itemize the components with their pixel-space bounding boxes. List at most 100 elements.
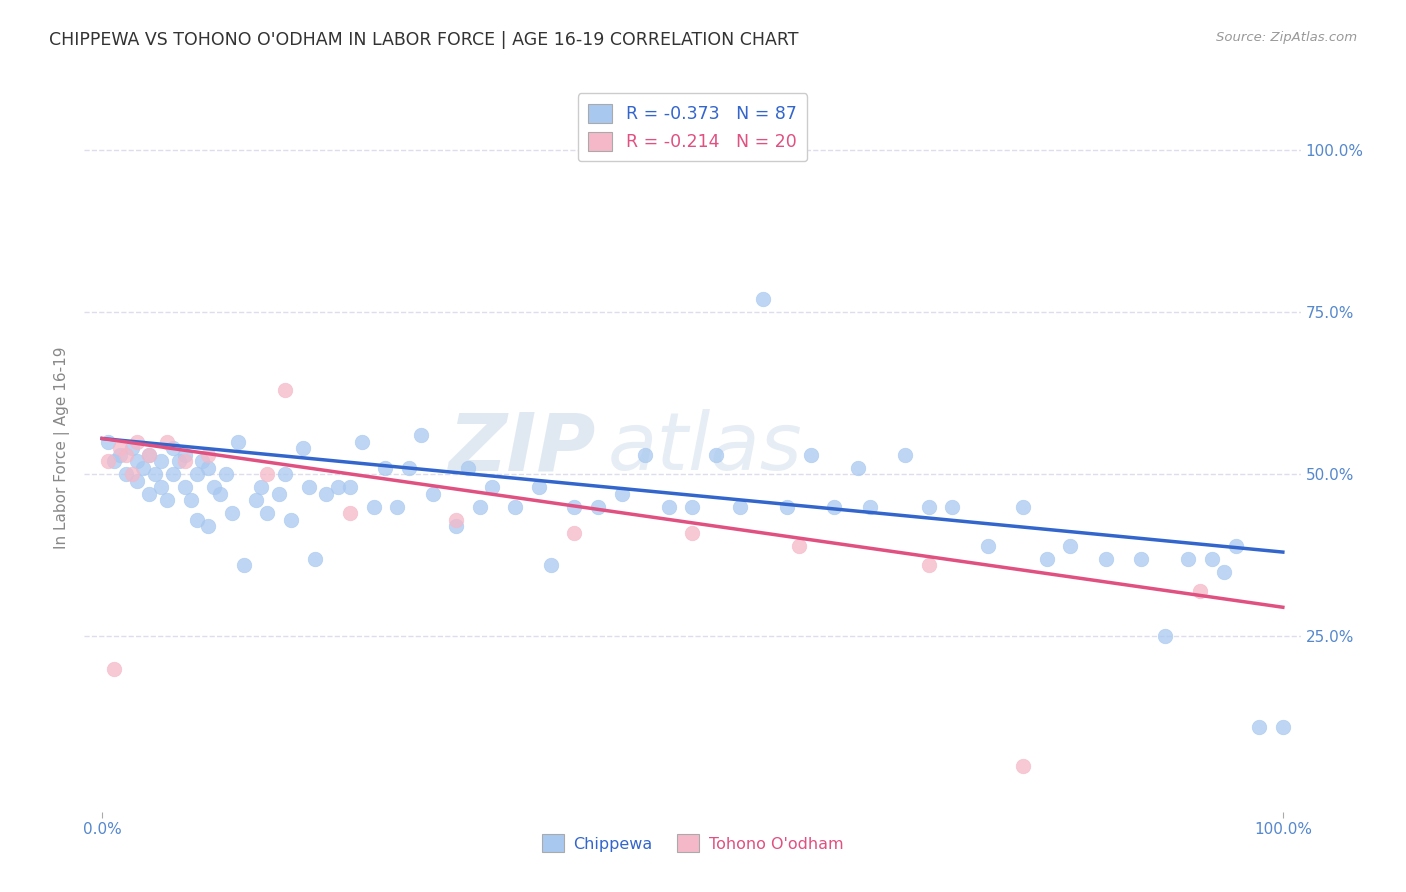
Chippewa <box>1271 720 1294 734</box>
Chippewa <box>132 460 155 475</box>
Tohono O'odham <box>121 467 143 482</box>
Tohono O'odham <box>446 513 468 527</box>
Chippewa <box>422 486 444 500</box>
Chippewa <box>304 551 326 566</box>
Chippewa <box>540 558 562 572</box>
Text: ZIP: ZIP <box>447 409 595 487</box>
Chippewa <box>776 500 799 514</box>
Chippewa <box>658 500 681 514</box>
Chippewa <box>457 460 479 475</box>
Chippewa <box>186 513 208 527</box>
Tohono O'odham <box>173 454 195 468</box>
Chippewa <box>728 500 751 514</box>
Chippewa <box>280 513 302 527</box>
Chippewa <box>121 442 143 455</box>
Chippewa <box>156 493 179 508</box>
Chippewa <box>127 454 149 468</box>
Chippewa <box>846 460 869 475</box>
Chippewa <box>167 454 190 468</box>
Text: atlas: atlas <box>607 409 801 487</box>
Chippewa <box>1249 720 1271 734</box>
Chippewa <box>350 434 373 449</box>
Chippewa <box>274 467 297 482</box>
Chippewa <box>197 519 219 533</box>
Chippewa <box>1094 551 1116 566</box>
Tohono O'odham <box>564 525 586 540</box>
Chippewa <box>505 500 527 514</box>
Chippewa <box>173 480 195 494</box>
Chippewa <box>610 486 633 500</box>
Chippewa <box>976 539 998 553</box>
Chippewa <box>387 500 409 514</box>
Tohono O'odham <box>103 662 125 676</box>
Chippewa <box>634 448 657 462</box>
Chippewa <box>232 558 254 572</box>
Chippewa <box>162 442 184 455</box>
Tohono O'odham <box>1012 759 1035 773</box>
Tohono O'odham <box>138 448 160 462</box>
Chippewa <box>564 500 586 514</box>
Chippewa <box>108 448 131 462</box>
Chippewa <box>799 448 821 462</box>
Chippewa <box>202 480 225 494</box>
Tohono O'odham <box>274 383 297 397</box>
Chippewa <box>138 448 160 462</box>
Chippewa <box>298 480 321 494</box>
Chippewa <box>1130 551 1153 566</box>
Legend: Chippewa, Tohono O'odham: Chippewa, Tohono O'odham <box>536 828 849 858</box>
Chippewa <box>127 474 149 488</box>
Chippewa <box>162 467 184 482</box>
Chippewa <box>704 448 727 462</box>
Tohono O'odham <box>97 454 120 468</box>
Chippewa <box>191 454 214 468</box>
Chippewa <box>269 486 291 500</box>
Chippewa <box>173 448 195 462</box>
Chippewa <box>1059 539 1081 553</box>
Tohono O'odham <box>114 448 136 462</box>
Chippewa <box>103 454 125 468</box>
Chippewa <box>143 467 166 482</box>
Chippewa <box>150 480 173 494</box>
Tohono O'odham <box>156 434 179 449</box>
Chippewa <box>328 480 350 494</box>
Chippewa <box>1153 630 1175 644</box>
Tohono O'odham <box>787 539 810 553</box>
Chippewa <box>374 460 396 475</box>
Chippewa <box>398 460 420 475</box>
Chippewa <box>1225 539 1247 553</box>
Chippewa <box>858 500 880 514</box>
Chippewa <box>221 506 243 520</box>
Tohono O'odham <box>197 448 219 462</box>
Tohono O'odham <box>127 434 149 449</box>
Chippewa <box>226 434 249 449</box>
Chippewa <box>186 467 208 482</box>
Tohono O'odham <box>917 558 939 572</box>
Chippewa <box>527 480 550 494</box>
Chippewa <box>752 292 775 306</box>
Chippewa <box>291 442 314 455</box>
Chippewa <box>339 480 361 494</box>
Chippewa <box>1201 551 1223 566</box>
Chippewa <box>363 500 385 514</box>
Chippewa <box>180 493 202 508</box>
Chippewa <box>917 500 939 514</box>
Chippewa <box>114 467 136 482</box>
Chippewa <box>481 480 503 494</box>
Chippewa <box>446 519 468 533</box>
Chippewa <box>468 500 491 514</box>
Chippewa <box>682 500 704 514</box>
Chippewa <box>138 486 160 500</box>
Text: CHIPPEWA VS TOHONO O'ODHAM IN LABOR FORCE | AGE 16-19 CORRELATION CHART: CHIPPEWA VS TOHONO O'ODHAM IN LABOR FORC… <box>49 31 799 49</box>
Chippewa <box>150 454 173 468</box>
Tohono O'odham <box>1189 584 1212 599</box>
Tohono O'odham <box>108 442 131 455</box>
Tohono O'odham <box>256 467 278 482</box>
Chippewa <box>894 448 917 462</box>
Chippewa <box>1035 551 1057 566</box>
Chippewa <box>209 486 232 500</box>
Chippewa <box>586 500 609 514</box>
Tohono O'odham <box>339 506 361 520</box>
Text: Source: ZipAtlas.com: Source: ZipAtlas.com <box>1216 31 1357 45</box>
Tohono O'odham <box>682 525 704 540</box>
Chippewa <box>97 434 120 449</box>
